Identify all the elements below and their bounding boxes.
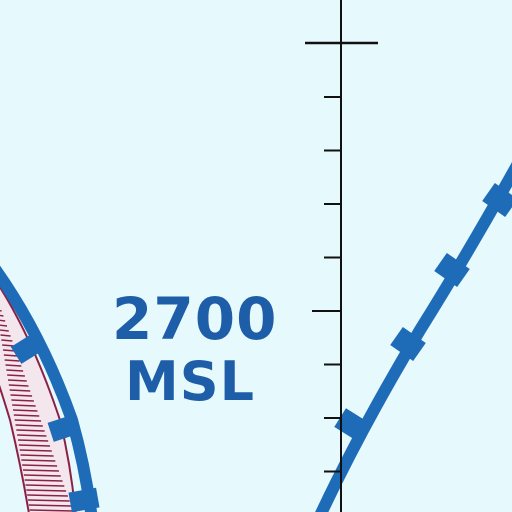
hatch-line [0,334,11,337]
hatch-line [19,449,52,452]
hatch-line [20,454,54,457]
hatch-line [22,469,59,472]
airspace-boundary-tabs [334,182,512,442]
hatch-line [14,419,42,422]
hatch-line [0,309,2,312]
hatch-line [7,374,25,377]
hatch-line [2,344,15,347]
hatch-line [11,399,34,402]
hatch-line [12,404,36,407]
hatch-line [6,369,24,372]
boundary-tab [68,487,100,512]
hatch-line [3,354,18,357]
boundary-tab [334,408,370,442]
hatch-line [23,474,61,477]
altitude-reference: MSL [124,350,256,413]
hatch-line [17,434,47,437]
hatch-line [8,384,29,387]
hatch-line [16,429,45,432]
hatch-line [0,324,8,327]
left-airspace-boundary [0,265,98,512]
boundary-tab [10,332,46,364]
right-airspace-boundary [315,162,512,512]
hatch-line [27,494,68,497]
meridian-ticks [312,96,341,473]
hatch-line [21,459,56,462]
hatch-line [15,424,43,427]
hatch-line [7,379,27,382]
boundary-tab [390,326,426,362]
hatch-line [10,394,33,397]
hatch-line [24,479,63,482]
hatch-line [4,359,20,362]
hatch-line [0,314,4,317]
hatch-line [25,484,65,487]
hatch-line [12,409,38,412]
hatch-line [22,464,58,467]
hatch-line [13,414,40,417]
left-boundary-tabs [10,332,100,512]
boundary-tab [482,182,512,218]
hatch-line [5,364,22,367]
hatch-line [1,339,13,342]
hatch-line [29,509,74,512]
hatch-line [28,504,72,507]
hatch-line [27,499,70,502]
hatch-line [26,489,67,492]
boundary-tab [47,414,81,442]
hatch-line [9,389,31,392]
boundary-tab [434,252,470,288]
hatch-line [17,439,49,442]
hatch-line [18,444,51,447]
hatch-line [0,329,9,332]
hatch-line [0,319,6,322]
altitude-value: 2700 [112,285,278,353]
